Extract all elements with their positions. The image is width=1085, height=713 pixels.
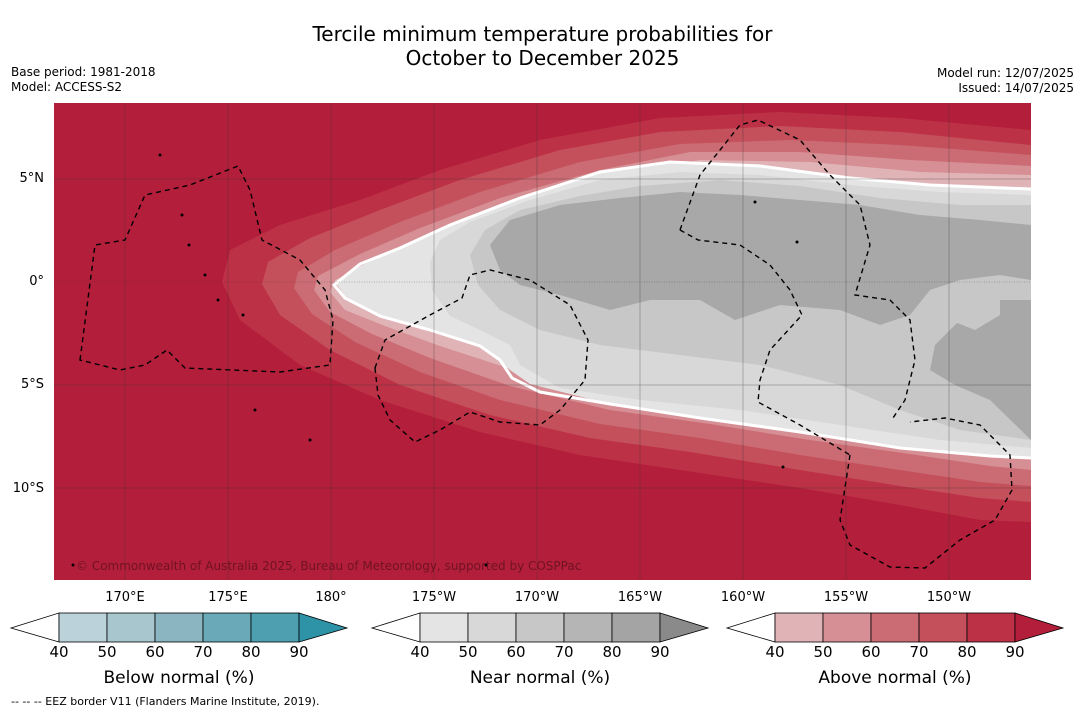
colorbar-near-swatch-40 <box>419 612 469 643</box>
island-dot <box>71 563 75 567</box>
colorbar-near-tick-40: 40 <box>410 643 430 661</box>
colorbar-below-tick-40: 40 <box>49 643 69 661</box>
eez-border-south <box>839 417 1013 569</box>
colorbar-near-under-triangle <box>370 612 421 643</box>
colorbar-above-tick-50: 50 <box>813 643 833 661</box>
lat-label-10s: 10°S <box>12 481 44 496</box>
colorbars <box>9 612 1065 643</box>
lon-label-155w: 155°W <box>823 590 869 605</box>
colorbar-near-swatch-80 <box>611 612 661 643</box>
island-dot <box>203 273 207 277</box>
island-dot <box>158 153 162 157</box>
colorbar-above-label: Above normal (%) <box>818 668 972 688</box>
title-line-2: October to December 2025 <box>405 46 680 70</box>
colorbar-near-tick-70: 70 <box>554 643 574 661</box>
eez-footnote: -- -- -- EEZ border V11 (Flanders Marine… <box>11 695 320 708</box>
colorbar-below <box>9 612 349 643</box>
copyright-text: © Commonwealth of Australia 2025, Bureau… <box>76 559 582 573</box>
near-70-southeast-region <box>930 300 1031 440</box>
island-dot <box>484 563 488 567</box>
lat-label-0: 0° <box>29 274 44 289</box>
colorbar-near-tick-50: 50 <box>458 643 478 661</box>
colorbar-below-under-triangle <box>9 612 60 643</box>
near-normal-boundary-line <box>331 160 1031 460</box>
base-period-info: Base period: 1981-2018 Model: ACCESS-S2 <box>11 65 156 95</box>
island-dot <box>241 313 245 317</box>
island-dot <box>308 438 312 442</box>
island-dot <box>781 465 785 469</box>
colorbar-below-tick-70: 70 <box>193 643 213 661</box>
model-text: Model: ACCESS-S2 <box>11 80 123 94</box>
colorbar-below-label: Below normal (%) <box>103 668 255 688</box>
title-line-1: Tercile minimum temperature probabilitie… <box>312 22 773 46</box>
lon-label-160w: 160°W <box>720 590 766 605</box>
colorbar-near-swatch-60 <box>515 612 565 643</box>
colorbar-above-tick-60: 60 <box>861 643 881 661</box>
islands <box>71 153 799 567</box>
model-run-info: Model run: 12/07/2025 Issued: 14/07/2025 <box>937 66 1074 96</box>
colorbar-below-over-triangle <box>298 612 349 643</box>
eez-borders <box>79 119 1013 569</box>
colorbar-below-swatch-40 <box>58 612 108 643</box>
colorbar-below-swatch-70 <box>202 612 252 643</box>
eez-border-tuvalu-north <box>79 165 334 373</box>
lat-label-5n: 5°N <box>19 171 45 186</box>
near-70-region <box>490 192 1031 325</box>
colorbar-above-tick-40: 40 <box>765 643 785 661</box>
colorbar-above-tick-80: 80 <box>957 643 977 661</box>
island-dot <box>253 408 257 412</box>
colorbar-above-swatch-40 <box>774 612 824 643</box>
lat-label-5s: 5°S <box>20 377 44 392</box>
probability-map <box>54 103 1031 580</box>
model-run-text: Model run: 12/07/2025 <box>936 66 1074 80</box>
lon-label-175w: 175°W <box>411 590 457 605</box>
colorbar-below-swatch-60 <box>154 612 204 643</box>
eez-border-line-link <box>679 229 851 456</box>
colorbar-above-tick-90: 90 <box>1005 643 1025 661</box>
colorbar-above-swatch-60 <box>870 612 920 643</box>
island-dot <box>753 200 757 204</box>
map-title: Tercile minimum temperature probabilitie… <box>0 22 1085 70</box>
island-dot <box>216 298 220 302</box>
colorbar-below-tick-60: 60 <box>145 643 165 661</box>
colorbar-near <box>370 612 710 643</box>
eez-border-central <box>374 269 589 443</box>
colorbar-near-label: Near normal (%) <box>469 668 611 688</box>
colorbar-below-swatch-80 <box>250 612 300 643</box>
island-dot <box>180 213 184 217</box>
colorbar-above-tick-70: 70 <box>909 643 929 661</box>
lon-label-165w: 165°W <box>617 590 663 605</box>
lon-label-170w: 170°W <box>514 590 560 605</box>
colorbar-above-over-triangle <box>1014 612 1065 643</box>
colorbar-near-swatch-50 <box>467 612 517 643</box>
island-dot <box>795 240 799 244</box>
lon-label-175e: 175°E <box>208 590 248 605</box>
lon-label-170e: 170°E <box>105 590 145 605</box>
colorbar-near-over-triangle <box>659 612 710 643</box>
island-dot <box>187 243 191 247</box>
colorbar-above-swatch-50 <box>822 612 872 643</box>
colorbar-below-tick-80: 80 <box>241 643 261 661</box>
colorbar-near-tick-80: 80 <box>602 643 622 661</box>
colorbar-above <box>725 612 1065 643</box>
colorbar-below-tick-90: 90 <box>289 643 309 661</box>
lon-label-180: 180° <box>315 590 347 605</box>
gridlines <box>54 103 1031 580</box>
colorbar-near-swatch-70 <box>563 612 613 643</box>
base-period-text: Base period: 1981-2018 <box>11 65 156 79</box>
colorbar-near-tick-90: 90 <box>650 643 670 661</box>
colorbar-below-swatch-50 <box>106 612 156 643</box>
issued-text: Issued: 14/07/2025 <box>958 81 1074 95</box>
colorbar-above-swatch-80 <box>966 612 1016 643</box>
lon-label-150w: 150°W <box>926 590 972 605</box>
colorbar-below-tick-50: 50 <box>97 643 117 661</box>
colorbar-near-tick-60: 60 <box>506 643 526 661</box>
colorbar-above-swatch-70 <box>918 612 968 643</box>
near-60-island-region <box>945 290 1000 330</box>
colorbar-above-under-triangle <box>725 612 776 643</box>
